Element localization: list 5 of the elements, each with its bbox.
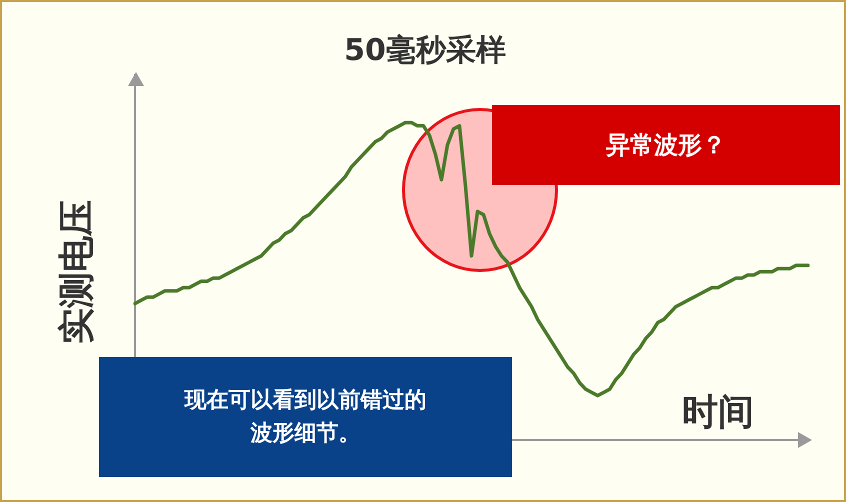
y-axis-title: 实测电压 bbox=[56, 200, 98, 344]
x-axis-title: 时间 bbox=[682, 391, 754, 435]
annotation: 现在可以看到以前错过的波形细节。 bbox=[183, 387, 428, 448]
chart-title: 50毫秒采样 bbox=[343, 32, 507, 70]
annotation: 异常波形？ bbox=[606, 130, 726, 161]
